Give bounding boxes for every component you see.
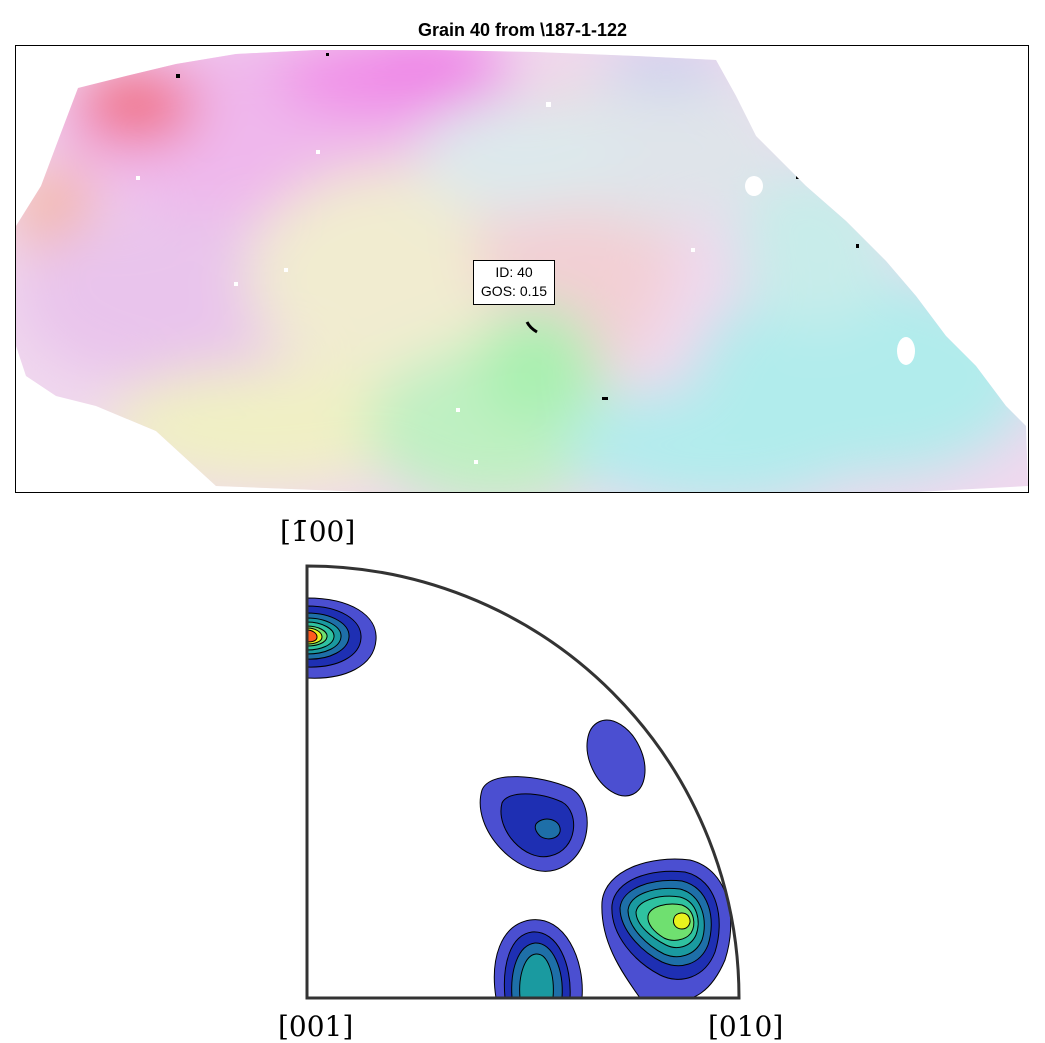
- contour-peak-middle: [479, 776, 588, 872]
- figure-title: Grain 40 from \187-1-122: [417, 20, 628, 40]
- pole-label-bottom-right: [010]: [708, 1010, 784, 1043]
- contour-peak-bottom: [493, 919, 583, 999]
- pole-label-bottom-left: [001]: [278, 1010, 354, 1043]
- grain-id-text: ID: 40: [495, 264, 533, 280]
- contour-peak-top: [586, 719, 646, 797]
- grain-info-box: ID: 40 GOS: 0.15: [473, 260, 555, 305]
- contour-peak-right: [601, 858, 732, 999]
- pole-label-top: [1̄00]: [280, 515, 356, 548]
- grain-gos-text: GOS: 0.15: [480, 283, 548, 299]
- orientation-map: ID: 40 GOS: 0.15: [15, 45, 1029, 493]
- orientation-map-image: [16, 50, 1028, 492]
- pole-figure-frame: [305, 564, 741, 1000]
- contour-peak-left: [306, 597, 377, 679]
